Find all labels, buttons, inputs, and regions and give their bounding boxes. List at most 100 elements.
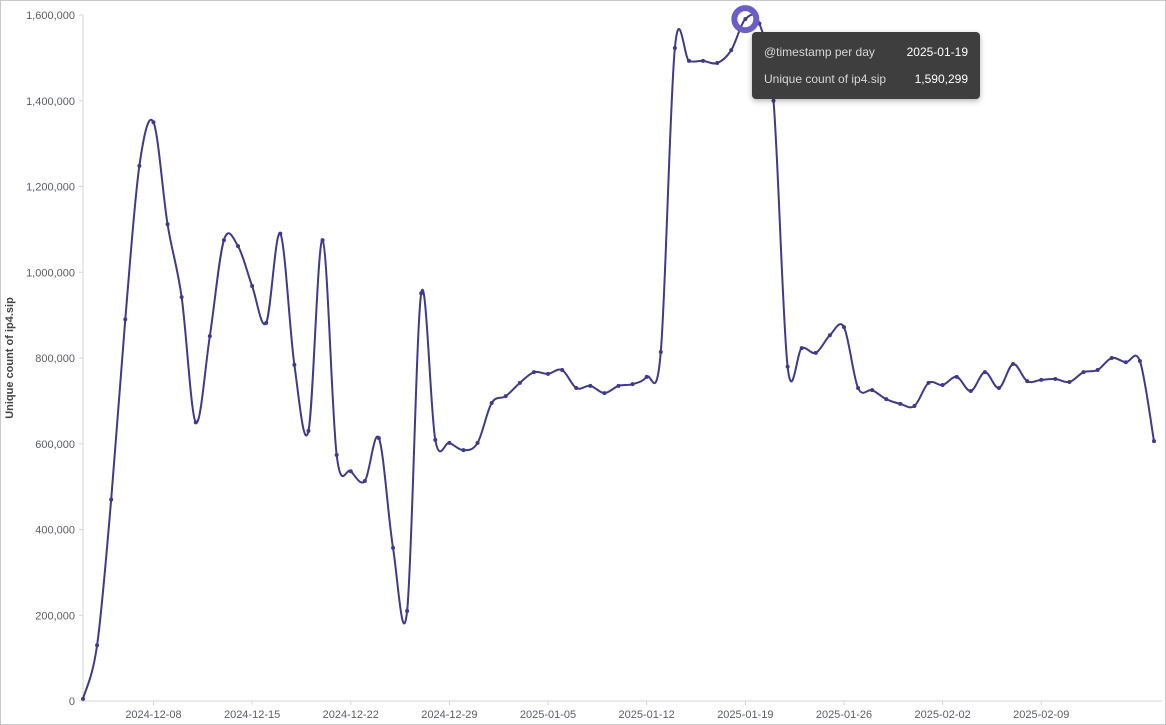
data-point (588, 383, 593, 388)
data-point (841, 325, 846, 330)
data-point (827, 333, 832, 338)
x-tick-label: 2024-12-15 (224, 709, 280, 721)
data-point (1039, 377, 1044, 382)
data-point (1011, 362, 1016, 367)
data-point (686, 58, 691, 63)
highlighted-point (731, 5, 760, 34)
data-point (292, 362, 297, 367)
data-point (616, 383, 621, 388)
data-point (1137, 359, 1142, 364)
data-point (560, 368, 565, 373)
x-tick-label: 2025-01-19 (717, 709, 773, 721)
data-point (391, 545, 396, 550)
data-point (926, 380, 931, 385)
data-point (278, 231, 283, 236)
y-tick-label: 1,200,000 (26, 182, 75, 194)
data-point (785, 364, 790, 369)
data-point (306, 428, 311, 433)
x-tick-label: 2024-12-29 (421, 709, 477, 721)
data-point (856, 386, 861, 391)
data-point (1123, 360, 1128, 365)
data-point (701, 58, 706, 63)
data-point (1067, 380, 1072, 385)
data-point (123, 317, 128, 322)
data-point (884, 397, 889, 402)
data-point (250, 283, 255, 288)
data-point (870, 388, 875, 393)
x-tick-label: 2025-01-05 (520, 709, 576, 721)
y-tick-label: 800,000 (35, 353, 75, 365)
data-point (475, 440, 480, 445)
data-point (644, 374, 649, 379)
data-point (940, 383, 945, 388)
data-point (348, 469, 353, 474)
y-tick-label: 400,000 (35, 525, 75, 537)
data-point (137, 163, 142, 168)
data-point (602, 391, 607, 396)
tooltip-x-label: @timestamp per day (764, 45, 875, 59)
x-tick-label: 2025-01-26 (816, 709, 872, 721)
y-axis-label: Unique count of ip4.sip (4, 297, 16, 419)
data-point (517, 380, 522, 385)
data-point (362, 479, 367, 484)
data-point (207, 334, 212, 339)
data-point (1152, 439, 1156, 444)
data-point (982, 370, 987, 375)
x-tick-label: 2024-12-22 (323, 709, 379, 721)
data-point (658, 349, 663, 354)
data-point (1095, 368, 1100, 373)
y-tick-label: 1,000,000 (26, 267, 75, 279)
data-point (489, 401, 494, 406)
y-tick-label: 200,000 (35, 610, 75, 622)
y-tick-label: 600,000 (35, 439, 75, 451)
data-point (165, 222, 170, 227)
data-point (193, 420, 198, 425)
data-point (376, 436, 381, 441)
data-point (179, 295, 184, 300)
data-point (503, 394, 508, 399)
data-point (743, 17, 748, 22)
data-point (405, 608, 410, 613)
y-tick-label: 0 (69, 696, 75, 708)
data-point (95, 643, 100, 648)
y-tick-label: 1,400,000 (26, 96, 75, 108)
data-point (968, 389, 973, 394)
tooltip-x-value: 2025-01-19 (906, 45, 968, 59)
data-point (546, 371, 551, 376)
data-point (1081, 370, 1086, 375)
series-line (82, 13, 1155, 700)
data-point (320, 238, 325, 243)
data-point (799, 346, 804, 351)
data-point (81, 696, 85, 701)
data-point (531, 370, 536, 375)
data-point (771, 98, 776, 103)
data-point (419, 291, 424, 296)
x-tick-label: 2025-02-09 (1013, 709, 1069, 721)
data-point (996, 386, 1001, 391)
x-tick-label: 2025-01-12 (619, 709, 675, 721)
data-point (151, 120, 156, 125)
data-point (715, 61, 720, 66)
data-point (672, 46, 677, 51)
data-point (461, 448, 466, 453)
data-point (1053, 377, 1058, 382)
tooltip-y-value: 1,590,299 (914, 72, 968, 86)
data-point (1109, 356, 1114, 360)
data-point (334, 452, 339, 457)
y-tick-label: 1,600,000 (26, 10, 75, 22)
data-point (912, 404, 917, 409)
tooltip-y-label: Unique count of ip4.sip (764, 72, 887, 86)
data-point (221, 238, 226, 243)
data-point (109, 497, 114, 502)
data-point (447, 440, 452, 445)
data-point (264, 320, 269, 325)
data-point (574, 386, 579, 391)
x-tick-label: 2025-02-02 (914, 709, 970, 721)
data-point (898, 401, 903, 406)
data-point (1025, 379, 1030, 384)
x-tick-label: 2024-12-08 (125, 709, 181, 721)
data-point (954, 374, 959, 379)
data-point (729, 48, 734, 53)
data-point (433, 437, 438, 442)
